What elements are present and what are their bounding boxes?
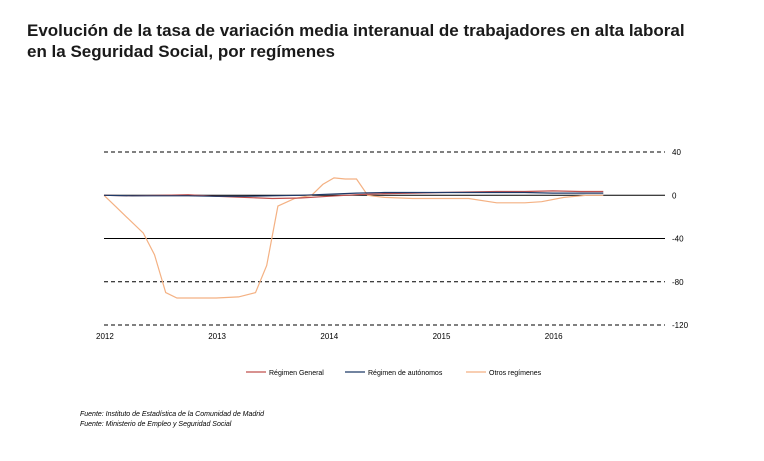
x-axis-ticks: 2012 2013 2014 2015 2016 [96,332,563,341]
legend: Régimen General Régimen de autónomos Otros… [246,370,542,377]
x-tick-label: 2015 [433,332,451,341]
y-tick-label: -120 [672,321,689,330]
series-line-r-gimen-general [103,190,604,200]
grid-lines [104,151,665,326]
x-tick-label: 2014 [320,332,338,341]
series-line-otros-reg-menes [103,177,604,299]
sources: Fuente: Instituto de Estadística de la C… [80,410,264,430]
chart-title: Evolución de la tasa de variación media … [27,20,747,62]
y-tick-label: 40 [672,148,681,157]
source-line-2: Fuente: Ministerio de Empleo y Seguridad… [80,421,232,428]
series-lines [103,177,604,299]
y-tick-label: -80 [672,278,684,287]
y-tick-label: 0 [672,191,677,200]
legend-label: Otros regímenes [489,370,542,377]
source-line-1: Fuente: Instituto de Estadística de la C… [80,411,265,418]
legend-label: Régimen de autónomos [368,370,443,377]
x-tick-label: 2016 [545,332,563,341]
y-tick-label: -40 [672,235,684,244]
y-axis-ticks: 40 0 -40 -80 -120 [672,148,689,330]
legend-label: Régimen General [269,370,324,377]
x-tick-label: 2012 [96,332,114,341]
x-tick-label: 2013 [208,332,226,341]
chart-title-line-1: Evolución de la tasa de variación media … [27,21,685,40]
chart-title-line-2: en la Seguridad Social, por regímenes [27,42,335,61]
series-line-r-gimen-de-aut-nomos [103,191,604,197]
